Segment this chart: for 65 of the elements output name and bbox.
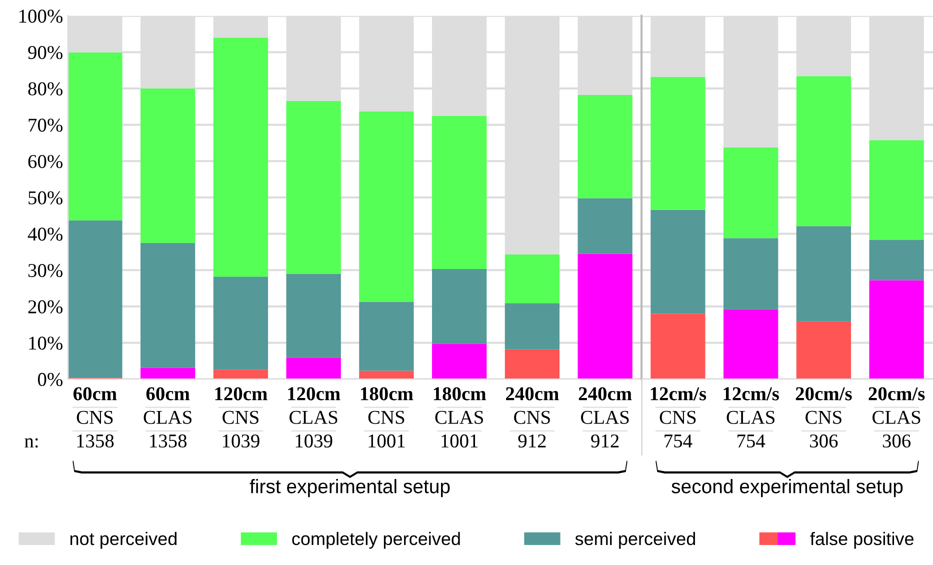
x-tick-label: 20cm/s CNS 306	[796, 387, 852, 448]
y-tick-label: 40%	[28, 228, 62, 241]
legend-label: not perceived	[70, 532, 177, 549]
x-tick-label: 20cm/s CLAS 306	[868, 387, 925, 448]
text: n:	[24, 438, 38, 448]
x-tick-label: 180cm CLAS 1001	[434, 387, 486, 448]
bar	[650, 314, 706, 380]
y-tick-label: 80%	[28, 82, 62, 96]
bar	[359, 370, 414, 380]
bar	[286, 274, 341, 358]
y-tick-label: 20%	[28, 300, 62, 314]
bar	[869, 240, 924, 280]
bar	[432, 116, 487, 270]
bar	[504, 303, 560, 350]
bar	[723, 238, 778, 310]
legend-label: false positive	[810, 532, 914, 549]
bar	[578, 198, 632, 254]
bar	[578, 254, 632, 380]
y-tick-label: 0%	[38, 372, 62, 386]
bar	[504, 254, 560, 304]
y-tick-label: 60%	[28, 154, 62, 168]
y-tick-label: 50%	[28, 191, 62, 204]
text: second experimental setup	[672, 479, 903, 498]
x-tick-label: 180cm CNS 1001	[361, 387, 414, 448]
x-tick-label: 120cm CNS 1039	[215, 387, 268, 448]
bar	[140, 88, 196, 243]
y-tick-label: 70%	[28, 118, 62, 132]
bar	[796, 321, 852, 380]
y-tick-label: 10%	[29, 336, 62, 350]
legend-label: semi perceived	[575, 532, 696, 549]
bar	[68, 52, 122, 220]
bar	[650, 76, 706, 210]
text: first experimental setup	[250, 479, 450, 498]
bar	[213, 370, 268, 380]
y-tick-label: 100%	[19, 10, 62, 23]
y-tick-label: 30%	[28, 264, 62, 278]
bar	[869, 280, 924, 380]
x-tick-label: 12cm/s CLAS 754	[724, 387, 779, 448]
bar	[578, 95, 632, 198]
bar	[286, 100, 341, 274]
bar	[68, 220, 122, 378]
bar	[140, 368, 196, 380]
bar	[359, 111, 414, 302]
bar	[796, 76, 852, 226]
x-tick-label: 240cm CNS 912	[506, 387, 559, 448]
bar	[723, 309, 778, 380]
bar	[286, 358, 341, 380]
legend-label: completely perceived	[292, 532, 460, 549]
bar	[723, 147, 778, 238]
bar	[140, 242, 196, 368]
bar	[213, 276, 268, 370]
bar	[432, 269, 487, 344]
x-tick-label: 60cm CLAS 1358	[144, 387, 192, 448]
x-tick-label: 60cm CNS 1358	[73, 387, 117, 448]
bar	[432, 344, 487, 380]
bar	[359, 302, 414, 371]
bar	[650, 210, 706, 314]
x-tick-label: 12cm/s CNS 754	[650, 387, 706, 448]
x-tick-label: 240cm CLAS 912	[578, 387, 632, 448]
bar	[796, 226, 852, 322]
y-tick-label: 90%	[28, 46, 62, 60]
bar	[869, 140, 924, 240]
x-tick-label: 120cm CLAS 1039	[288, 387, 340, 448]
bar	[504, 349, 560, 380]
bar	[213, 38, 268, 277]
